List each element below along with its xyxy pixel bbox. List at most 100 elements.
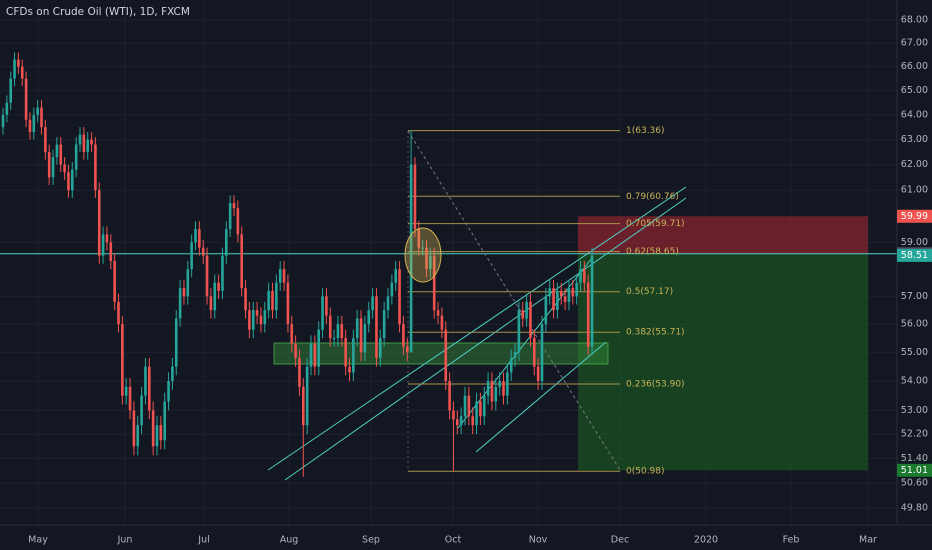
- candle-body: [186, 269, 190, 297]
- price-tag-label: 58.51: [901, 250, 928, 261]
- candle-body: [13, 59, 16, 79]
- candle-body: [432, 255, 436, 311]
- candle-body: [559, 290, 563, 297]
- x-tick-label: Oct: [445, 535, 462, 546]
- y-tick-label: 52.20: [901, 429, 928, 440]
- candle-body: [429, 255, 432, 270]
- candle-body: [74, 144, 78, 170]
- target-zone: [578, 253, 868, 471]
- candle-body: [17, 59, 20, 67]
- candle-body: [313, 343, 317, 367]
- y-tick-label: 53.00: [901, 405, 928, 416]
- candle-body: [40, 107, 43, 128]
- fib-label: 0.382(55.71): [626, 328, 685, 338]
- fib-label: 0.62(58.65): [626, 247, 679, 257]
- price-tag: [897, 463, 932, 477]
- candle-body: [579, 269, 582, 283]
- candle-body: [544, 296, 548, 325]
- candle-body: [348, 366, 351, 373]
- candle-body: [482, 395, 486, 417]
- candle-body: [583, 269, 586, 283]
- candle-body: [198, 229, 201, 248]
- candle-body: [155, 425, 159, 447]
- y-tick-label: 56.00: [901, 319, 928, 330]
- y-tick-label: 59.00: [901, 237, 928, 248]
- y-tick-label: 66.00: [901, 61, 928, 72]
- x-tick-label: Jul: [197, 535, 209, 546]
- candle-body: [317, 329, 320, 367]
- candle-body: [44, 127, 47, 153]
- candle-body: [379, 338, 382, 359]
- x-tick-label: Sep: [362, 535, 380, 546]
- candle-body: [282, 269, 286, 283]
- candle-body: [205, 255, 209, 297]
- candle-body: [109, 242, 113, 262]
- candle-body: [251, 310, 255, 330]
- candle-body: [459, 416, 463, 426]
- fib-label: 0.705(59.71): [626, 219, 685, 229]
- x-tick-label: Feb: [783, 535, 800, 546]
- x-tick-label: Nov: [529, 535, 548, 546]
- candle-body: [163, 401, 166, 441]
- x-tick-label: Aug: [280, 535, 299, 546]
- x-tick-label: 2020: [694, 535, 718, 546]
- candle-body: [86, 139, 89, 153]
- candle-body: [263, 310, 267, 325]
- candle-body: [567, 288, 571, 302]
- candle-body: [232, 203, 236, 209]
- candle-body: [409, 164, 413, 353]
- candle-body: [302, 386, 305, 426]
- candle-body: [144, 366, 147, 396]
- candle-body: [78, 134, 82, 145]
- candle-body: [552, 288, 555, 311]
- candle-body: [321, 296, 324, 330]
- candle-body: [124, 386, 128, 396]
- candle-body: [479, 401, 482, 417]
- candle-body: [509, 358, 513, 373]
- candle-body: [171, 366, 174, 382]
- candle-body: [436, 310, 440, 316]
- price-tag: [897, 248, 932, 262]
- candle-body: [190, 242, 193, 270]
- y-tick-label: 50.60: [901, 477, 928, 488]
- candle-body: [490, 381, 494, 402]
- y-tick-label: 65.00: [901, 85, 928, 96]
- candle-body: [20, 66, 24, 79]
- candle-body: [51, 157, 55, 178]
- candle-body: [521, 310, 525, 319]
- candle-body: [71, 169, 74, 191]
- candle-body: [244, 288, 247, 311]
- candle-body: [55, 144, 59, 158]
- candle-body: [363, 324, 367, 353]
- candle-body: [94, 144, 97, 191]
- fib-retracement: 1(63.36) 0.79(60.76) 0.705(59.71) 0.62(58.6…: [408, 126, 685, 477]
- candle-body: [529, 301, 532, 339]
- candle-body: [294, 343, 297, 359]
- y-tick-label: 55.00: [901, 347, 928, 358]
- fib-label: 0.5(57.17): [626, 287, 673, 297]
- candle-body: [286, 282, 290, 325]
- candle-body: [344, 338, 347, 367]
- candle-body: [59, 144, 63, 165]
- candle-body: [536, 366, 540, 382]
- candle-body: [486, 381, 490, 396]
- candle-body: [128, 386, 132, 411]
- candle-body: [113, 261, 116, 302]
- candle-body: [590, 255, 594, 347]
- candle-body: [421, 247, 424, 249]
- candle-body: [471, 416, 474, 426]
- candle-body: [271, 290, 274, 311]
- candle-body: [217, 282, 220, 291]
- candle-body: [255, 310, 259, 316]
- fib-trend-line: [407, 130, 621, 471]
- candle-body: [506, 372, 509, 396]
- y-tick-label: 57.00: [901, 291, 928, 302]
- candle-body: [452, 410, 455, 420]
- fib-label: 0.79(60.76): [626, 192, 679, 202]
- drawings: [267, 130, 687, 481]
- candle-body: [305, 366, 309, 426]
- candle-body: [382, 310, 386, 339]
- chart-title: CFDs on Crude Oil (WTI), 1D, FXCM: [6, 6, 190, 18]
- candle-body: [525, 301, 528, 319]
- candle-body: [340, 324, 344, 339]
